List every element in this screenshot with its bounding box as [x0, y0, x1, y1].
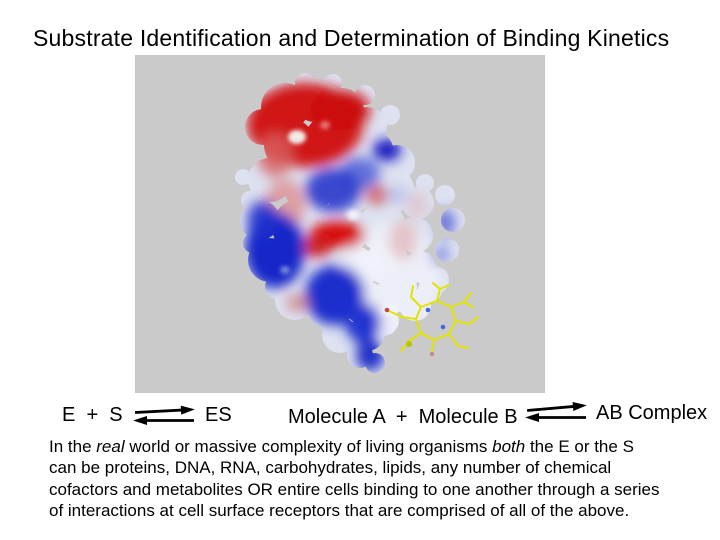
paragraph-line: of interactions at cell surface receptor…: [49, 500, 709, 521]
protein-image-panel: [135, 55, 545, 393]
body-paragraph: In the real world or massive complexity …: [49, 436, 709, 522]
text-segment: of interactions at cell surface receptor…: [49, 501, 630, 521]
text-segment-italic: both: [492, 437, 526, 456]
text-segment: can be proteins, DNA, RNA, carbohydrates…: [49, 458, 612, 478]
text-segment: the E or the S: [525, 437, 634, 456]
equilibrium-arrows-icon: [133, 405, 195, 425]
paragraph-line: cofactors and metabolites OR entire cell…: [49, 479, 709, 500]
text-segment-italic: real: [96, 437, 125, 456]
equilibrium-arrows-icon: [525, 402, 587, 422]
page-title: Substrate Identification and Determinati…: [33, 25, 670, 51]
paragraph-line: can be proteins, DNA, RNA, carbohydrates…: [49, 457, 709, 478]
text-segment: In the: [49, 437, 97, 456]
es-reactants-label: E + S: [62, 404, 123, 426]
es-product-label: ES: [205, 404, 232, 426]
molecules-reactants-label: Molecule A + Molecule B: [288, 406, 518, 428]
protein-surface-image: [235, 73, 479, 373]
text-segment: world or massive complexity of living or…: [124, 437, 493, 456]
paragraph-line: In the real world or massive complexity …: [49, 436, 709, 457]
heme-ligand-icon: [384, 282, 479, 357]
ab-complex-label: AB Complex: [596, 402, 708, 424]
text-segment: cofactors and metabolites OR entire cell…: [49, 479, 660, 499]
